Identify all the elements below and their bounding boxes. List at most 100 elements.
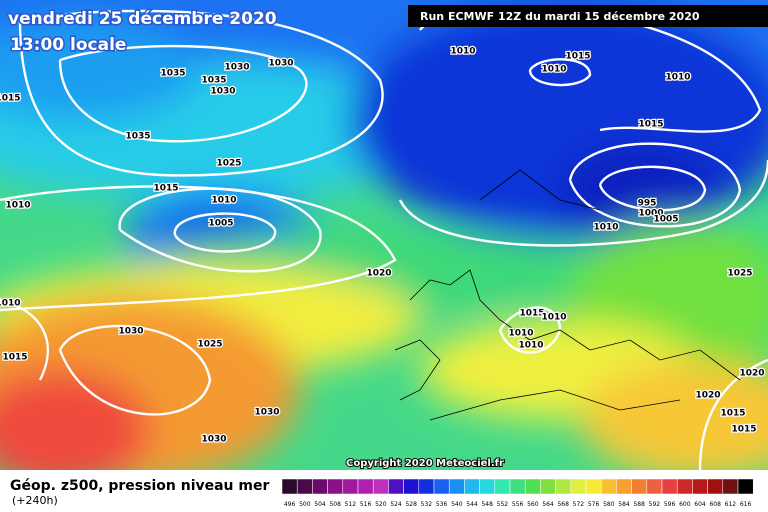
scale-swatch bbox=[707, 478, 724, 495]
isobar-lines bbox=[0, 7, 768, 470]
isobar-label: 1010 bbox=[541, 65, 566, 75]
scale-swatch bbox=[524, 478, 541, 495]
scale-label: 496 bbox=[284, 501, 296, 508]
isobar-label: 1020 bbox=[695, 391, 720, 401]
scale-label: 504 bbox=[314, 501, 326, 508]
scale-swatch bbox=[676, 478, 693, 495]
isobar-label: 1010 bbox=[508, 329, 533, 339]
run-banner bbox=[408, 5, 768, 27]
isobar-label: 1010 bbox=[0, 299, 21, 309]
isobar-label: 1035 bbox=[201, 76, 226, 86]
scale-label: 556 bbox=[512, 501, 524, 508]
isobar-label: 1025 bbox=[197, 340, 222, 350]
scale-swatch bbox=[281, 478, 298, 495]
scale-label: 508 bbox=[329, 501, 341, 508]
date-title: vendredi 25 décembre 2020 bbox=[8, 9, 277, 29]
isobar-label: 1015 bbox=[519, 309, 544, 319]
scale-label: 532 bbox=[421, 501, 433, 508]
scale-swatch bbox=[418, 478, 435, 495]
isobar-label: 1005 bbox=[208, 219, 233, 229]
isobar-label: 1010 bbox=[5, 201, 30, 211]
scale-swatch bbox=[692, 478, 708, 495]
legend-title: Géop. z500, pression niveau mer bbox=[10, 478, 269, 494]
scale-swatch bbox=[357, 478, 374, 495]
isobar-label: 1015 bbox=[0, 94, 21, 104]
scale-swatch bbox=[403, 478, 420, 495]
isobar-label: 1010 bbox=[665, 73, 690, 83]
scale-label: 524 bbox=[390, 501, 402, 508]
scale-swatch bbox=[737, 478, 754, 495]
isobar-label: 1015 bbox=[638, 120, 663, 130]
isobar-label: 1015 bbox=[2, 353, 27, 363]
isobar-label: 1030 bbox=[210, 87, 235, 97]
scale-label: 536 bbox=[436, 501, 448, 508]
scale-swatch bbox=[433, 478, 450, 495]
isobar-label: 1015 bbox=[153, 184, 178, 194]
scale-swatch bbox=[479, 478, 496, 495]
isobar-labels: 1035103010301035103010151035102510151010… bbox=[0, 45, 766, 446]
scale-swatch bbox=[600, 478, 617, 495]
scale-swatch bbox=[631, 478, 648, 495]
scale-label: 584 bbox=[618, 501, 630, 508]
scale-label: 608 bbox=[709, 501, 721, 508]
scale-swatch bbox=[342, 478, 359, 495]
isobar-label: 1025 bbox=[216, 159, 241, 169]
scale-swatch bbox=[448, 478, 465, 495]
scale-swatch bbox=[585, 478, 602, 495]
scale-label: 576 bbox=[588, 501, 600, 508]
scale-swatch bbox=[312, 478, 328, 495]
isobar-label: 1010 bbox=[593, 223, 618, 233]
scale-swatch bbox=[722, 478, 739, 495]
scale-label: 592 bbox=[649, 501, 661, 508]
time-title: 13:00 locale bbox=[10, 35, 126, 55]
isobar-label: 1035 bbox=[125, 132, 150, 142]
isobar-label: 1010 bbox=[518, 341, 543, 351]
scale-swatch bbox=[570, 478, 587, 495]
scale-label: 544 bbox=[466, 501, 478, 508]
isobar-label: 1030 bbox=[224, 63, 249, 73]
isobar-label: 1010 bbox=[541, 313, 566, 323]
scale-label: 604 bbox=[694, 501, 706, 508]
scale-swatch bbox=[388, 478, 404, 495]
isobar-label: 1025 bbox=[727, 269, 752, 279]
isobar-label: 1020 bbox=[366, 269, 391, 279]
scale-swatch bbox=[296, 478, 313, 495]
run-label: Run ECMWF 12Z du mardi 15 décembre 2020 bbox=[420, 10, 700, 23]
scale-swatch bbox=[327, 478, 344, 495]
scale-label: 568 bbox=[557, 501, 569, 508]
scale-label: 540 bbox=[451, 501, 463, 508]
copyright: Copyright 2020 Meteociel.fr bbox=[346, 458, 504, 469]
isobar-label: 1015 bbox=[565, 52, 590, 62]
legend-lead: (+240h) bbox=[12, 494, 58, 507]
isobar-label: 1010 bbox=[211, 196, 236, 206]
scale-swatch bbox=[540, 478, 556, 495]
scale-label: 596 bbox=[664, 501, 676, 508]
coastlines bbox=[394, 169, 741, 421]
scale-swatch bbox=[646, 478, 663, 495]
isobar-label: 1035 bbox=[160, 69, 185, 79]
isobar-label: 1015 bbox=[731, 425, 756, 435]
isobar-label: 1015 bbox=[720, 409, 745, 419]
scale-label: 500 bbox=[299, 501, 311, 508]
isobar-label: 1030 bbox=[268, 59, 293, 69]
scale-label: 528 bbox=[405, 501, 417, 508]
isobar-label: 1000 bbox=[638, 209, 663, 219]
scale-label: 588 bbox=[633, 501, 645, 508]
isobar-label: 1020 bbox=[739, 369, 764, 379]
scale-label: 600 bbox=[679, 501, 691, 508]
scale-label: 552 bbox=[497, 501, 509, 508]
isobar-label: 1005 bbox=[653, 215, 678, 225]
scale-swatch bbox=[555, 478, 572, 495]
scale-label: 612 bbox=[725, 501, 737, 508]
scale-swatch bbox=[464, 478, 480, 495]
scale-swatch bbox=[661, 478, 678, 495]
scale-label: 564 bbox=[542, 501, 554, 508]
scale-label: 572 bbox=[573, 501, 585, 508]
scale-label: 580 bbox=[603, 501, 615, 508]
scale-label: 512 bbox=[345, 501, 357, 508]
scale-label: 520 bbox=[375, 501, 387, 508]
isobar-label: 1030 bbox=[201, 435, 226, 445]
scale-label: 548 bbox=[481, 501, 493, 508]
map-field bbox=[0, 0, 768, 470]
